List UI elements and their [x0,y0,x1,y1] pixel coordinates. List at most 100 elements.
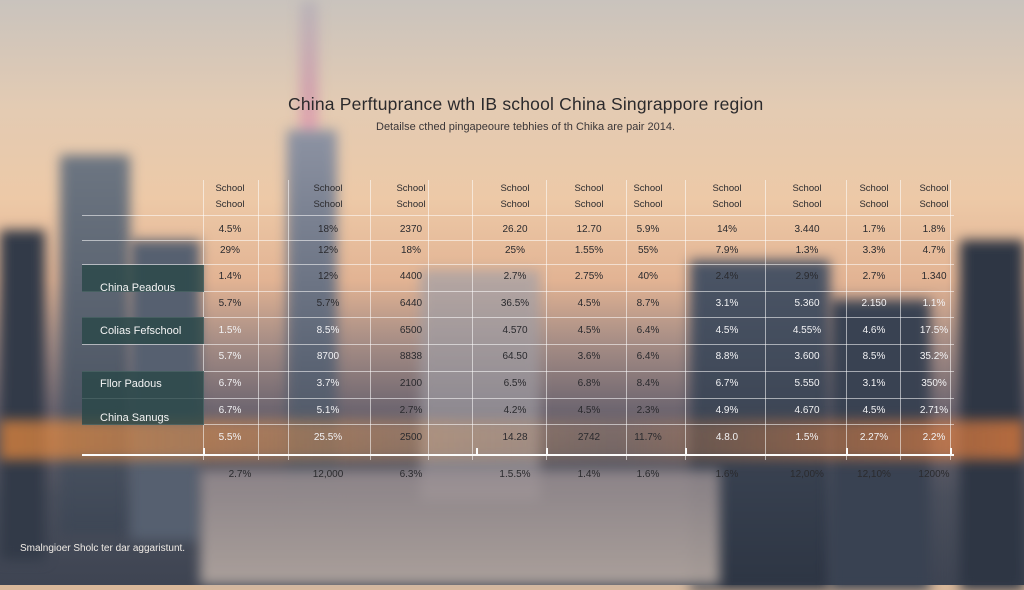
table-cell: 12.70 [576,224,602,235]
table-cell: 1.8% [922,224,946,235]
table-cell: 6440 [399,298,423,309]
axis-tick [685,448,687,456]
column-header: School [574,183,604,194]
table-cell: 6.7% [218,405,242,416]
grid-line [82,317,954,318]
table-cell: 2.3% [636,405,660,416]
grid-line [370,180,371,460]
footer-value: 1200% [918,469,950,480]
table-cell: 7.9% [715,245,739,256]
table-cell: 4.9% [715,405,739,416]
row-label-background [82,398,204,425]
axis-tick [546,448,548,456]
grid-line [258,180,259,460]
footnote: Smalngioer Sholc ter dar aggaristunt. [20,543,186,554]
table-cell: 6.5% [503,378,527,389]
table-cell: 25% [504,245,525,256]
table-cell: 26.20 [502,224,528,235]
grid-line [82,264,954,265]
grid-line [685,180,686,460]
table-cell: 6.7% [218,378,242,389]
river [200,470,720,585]
axis-tick [476,448,478,456]
grid-line [82,371,954,372]
column-header: School [792,199,822,210]
table-cell: 1.3% [795,245,819,256]
table-cell: 1.4% [218,271,242,282]
row-label-background [82,265,204,292]
footer-value: 1.4% [577,469,601,480]
table-cell: 4.55% [792,325,822,336]
column-header: School [859,183,889,194]
page-subtitle: Detailse cthed pingapeoure tebhies of th… [376,121,676,133]
table-cell: 17.5% [919,325,949,336]
table-cell: 4.5% [577,298,601,309]
grid-line [288,180,289,460]
row-label-background [82,317,204,344]
table-cell: 35.2% [919,351,949,362]
table-cell: 4.670 [794,405,820,416]
table-cell: 1.5% [795,432,819,443]
table-cell: 12% [317,245,338,256]
footer-value: 6.3% [399,469,423,480]
row-label: China Sanugs [100,412,170,424]
column-header: School [792,183,822,194]
grid-line [82,291,954,292]
table-cell: 6.4% [636,351,660,362]
table-cell: 2.2% [922,432,946,443]
table-cell: 2.71% [919,405,949,416]
column-header: School [313,199,343,210]
table-cell: 4400 [399,271,423,282]
table-cell: 2.150 [861,298,887,309]
axis-tick [203,448,205,456]
table-cell: 6.4% [636,325,660,336]
table-cell: 2500 [399,432,423,443]
row-label: China Peadous [100,282,176,294]
table-cell: 8700 [316,351,340,362]
column-header: School [859,199,889,210]
grid-line [950,180,951,460]
footer-value: 1.6% [715,469,739,480]
table-cell: 2.27% [859,432,889,443]
column-header: School [633,183,663,194]
column-header: School [500,199,530,210]
column-header: School [396,199,426,210]
table-cell: 18% [317,224,338,235]
table-cell: 5.1% [316,405,340,416]
table-cell: 2742 [577,432,601,443]
grid-line [82,344,954,345]
table-cell: 4.5% [577,325,601,336]
building [420,270,540,500]
table-cell: 29% [219,245,240,256]
table-cell: 4.7% [922,245,946,256]
table-cell: 2.75% [574,271,604,282]
table-cell: 5.550 [794,378,820,389]
table-cell: 5.7% [316,298,340,309]
column-header: School [919,183,949,194]
table-cell: 14% [716,224,737,235]
footer-value: 12,10% [857,469,891,480]
row-label: Fllor Padous [100,378,162,390]
footer-value: 1.6% [636,469,660,480]
row-label: Colias Fefschool [100,325,182,337]
table-cell: 2370 [399,224,423,235]
table-cell: 8.7% [636,298,660,309]
table-cell: 350% [921,378,947,389]
table-cell: 11.7% [634,432,662,443]
table-cell: 3.440 [794,224,820,235]
page-title: China Perftuprance wth IB school China S… [288,94,764,114]
table-cell: 2100 [399,378,423,389]
axis-line [82,454,954,456]
tower-spire [300,0,318,140]
table-cell: 18% [400,245,421,256]
table-cell: 3.600 [794,351,820,362]
table-cell: 3.3% [862,245,886,256]
table-cell: 2.7% [503,271,527,282]
table-cell: 5.7% [218,351,242,362]
footer-value: 2.7% [228,469,252,480]
column-header: School [215,199,245,210]
grid-line [82,215,954,216]
table-cell: 6.7% [715,378,739,389]
table-cell: 1.1% [922,298,946,309]
